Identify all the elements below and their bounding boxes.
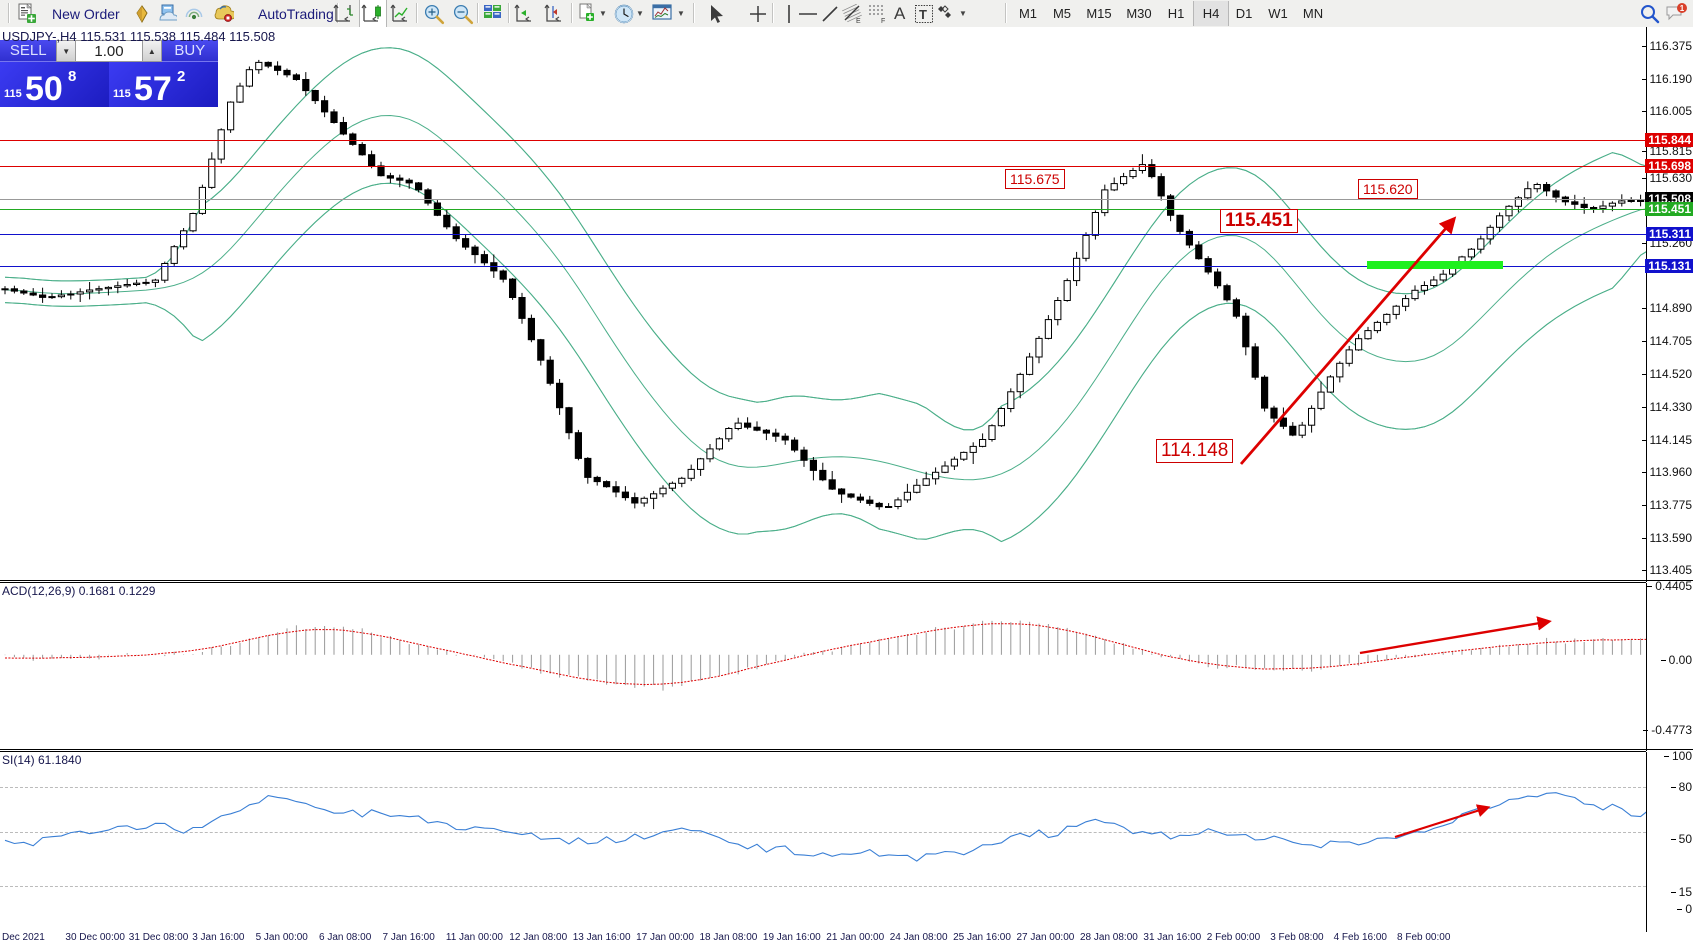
svg-text:T: T — [919, 7, 927, 22]
svg-text:F: F — [881, 18, 885, 24]
svg-text:E: E — [856, 18, 861, 24]
svg-text:1: 1 — [1680, 4, 1685, 13]
